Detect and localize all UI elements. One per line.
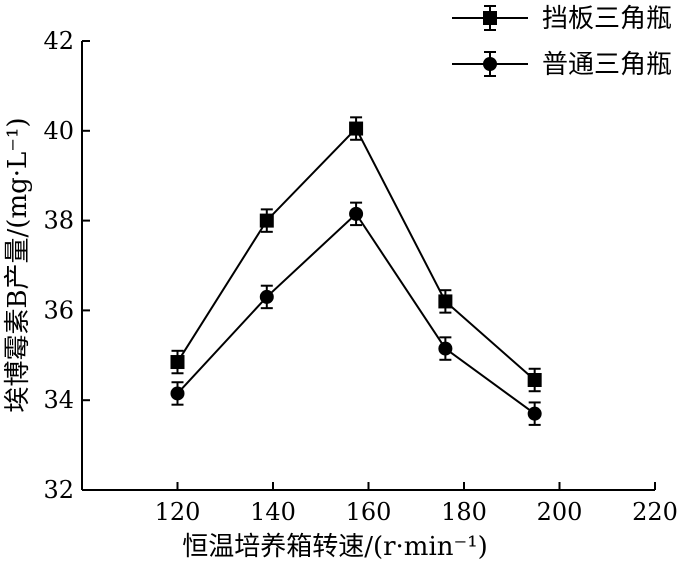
data-point: [527, 372, 542, 387]
legend-entry-1: 普通三角瓶: [452, 50, 672, 80]
data-point: [438, 294, 453, 309]
legend-label: 挡板三角瓶: [542, 4, 672, 34]
x-tick-label: 120: [155, 498, 201, 526]
x-axis-title: 恒温培养箱转速/(r·min⁻¹): [182, 532, 488, 562]
y-tick-label: 42: [43, 27, 74, 55]
legend-entry-0: 挡板三角瓶: [452, 4, 672, 34]
y-axis-title: 埃博霉素B产量/(mg·L⁻¹): [3, 117, 33, 412]
x-tick-label: 160: [346, 498, 392, 526]
legend-marker: [483, 57, 497, 71]
data-point: [170, 355, 185, 370]
legend-marker: [483, 11, 497, 25]
x-tick-label: 140: [250, 498, 296, 526]
y-tick-label: 36: [43, 296, 74, 324]
data-point: [259, 289, 274, 304]
x-tick-label: 220: [632, 498, 678, 526]
data-point: [349, 206, 364, 221]
y-tick-label: 32: [43, 476, 74, 504]
y-tick-label: 38: [43, 207, 74, 235]
series-line: [176, 126, 536, 381]
series-0: [170, 116, 542, 393]
series-1: [170, 201, 542, 426]
data-point: [438, 341, 453, 356]
series-line: [176, 212, 536, 415]
x-tick-label: 200: [537, 498, 583, 526]
data-point: [170, 386, 185, 401]
x-tick-label: 180: [441, 498, 487, 526]
data-point: [527, 406, 542, 421]
y-tick-label: 34: [43, 386, 74, 414]
y-tick-label: 40: [43, 117, 74, 145]
legend-label: 普通三角瓶: [542, 50, 672, 80]
axes: [81, 41, 655, 491]
data-point: [349, 121, 364, 136]
ticks: 32 34 36 38 40 42 120 140 160 180 200 220: [43, 27, 677, 526]
series-layer: [170, 116, 542, 426]
data-point: [259, 213, 274, 228]
